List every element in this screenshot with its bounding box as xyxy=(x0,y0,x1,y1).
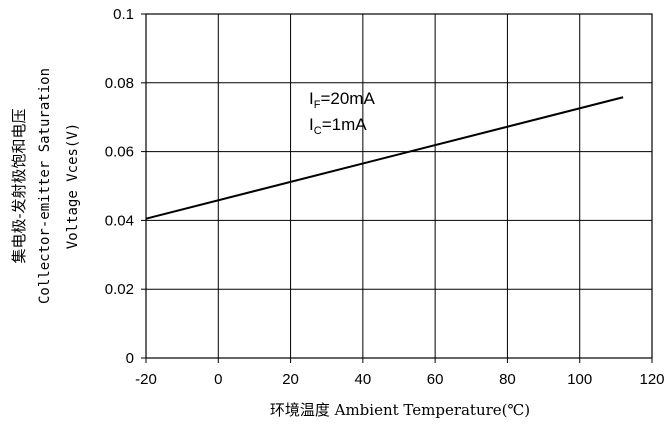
x-tick-label: 120 xyxy=(639,371,664,388)
y-axis-label-line-3: Voltage Vces(V) xyxy=(65,123,81,249)
x-tick-label: 60 xyxy=(427,371,444,388)
x-tick-label: 20 xyxy=(282,371,299,388)
y-tick-label: 0.02 xyxy=(105,281,134,298)
series-group xyxy=(145,96,624,220)
x-tick-label: 80 xyxy=(499,371,516,388)
y-tick-label: 0.08 xyxy=(105,75,134,92)
y-axis-label-line-2: Collector-emitter Saturation xyxy=(37,68,53,304)
x-tick-label: 100 xyxy=(567,371,592,388)
x-tick-label: 40 xyxy=(355,371,372,388)
series-line-0 xyxy=(145,96,624,220)
y-tick-label: 0 xyxy=(126,350,134,367)
y-axis-label-line-1: 集电极-发射极饱和电压 xyxy=(10,108,28,263)
y-tick-labels: 0 0.02 0.04 0.06 0.08 0.1 xyxy=(105,6,134,367)
annotation-if: IF=20mA xyxy=(309,89,375,111)
y-tick-label: 0.04 xyxy=(105,212,134,229)
grid xyxy=(141,13,653,363)
plot-frame xyxy=(145,13,653,359)
y-tick-label: 0.06 xyxy=(105,144,134,161)
x-tick-label: 0 xyxy=(214,371,222,388)
x-tick-label: -20 xyxy=(135,371,157,388)
y-tick-label: 0.1 xyxy=(113,6,134,23)
x-tick-labels: -20 0 20 40 60 80 100 120 xyxy=(135,371,664,388)
x-axis-label: 环境温度 Ambient Temperature(℃) xyxy=(270,401,530,419)
annotation-ic: IC=1mA xyxy=(309,115,367,137)
